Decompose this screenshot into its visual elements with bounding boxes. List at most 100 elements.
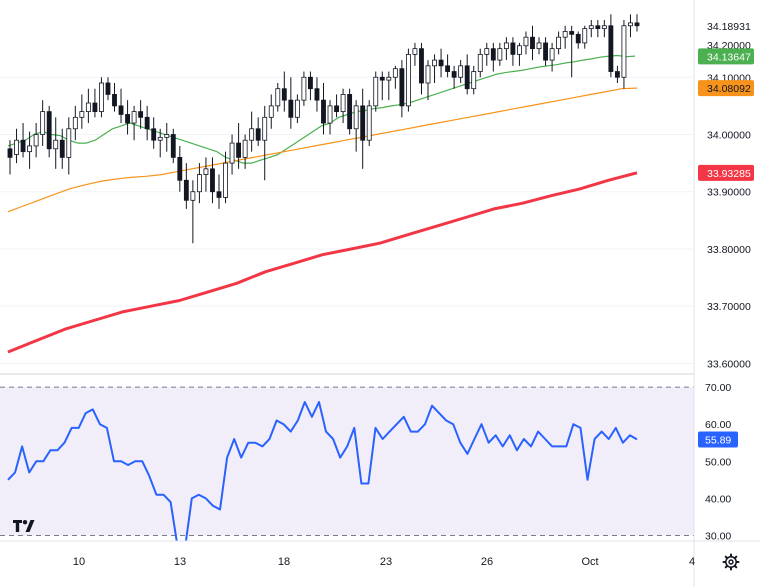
rsi-axis: 70.00 60.00 50.00 40.00 30.00 [705,382,731,542]
candle-body [405,53,411,107]
time-axis[interactable]: 10 13 18 23 26 Oct 4 [73,556,695,568]
price-tag-label: 34.08092 [707,83,751,95]
rsi-tick-label: 70.00 [705,382,731,394]
candle-body [210,168,215,193]
candle-body [112,94,117,107]
rsi-pane: 70.00 60.00 50.00 40.00 30.00 55.89 [0,382,738,542]
candle-body [386,76,392,81]
candle-body [183,179,189,201]
date-label: 26 [481,556,493,568]
moving-average-line [7,87,638,213]
candle-body [177,156,183,181]
candle-body [536,42,542,50]
candle-body [229,142,235,164]
candle-body [190,191,196,201]
candle-body [445,65,451,72]
candle-body [196,174,202,193]
candle-body [27,145,33,153]
candle-body [562,31,568,38]
moving-average-line [7,54,636,164]
candle-body [314,88,320,101]
candle-body [203,168,209,175]
candle-body [170,134,176,158]
candle-body [131,111,137,124]
candle-body [517,45,522,55]
tradingview-logo-icon[interactable] [13,520,35,532]
candle-body [484,48,490,55]
candle-body [530,36,535,50]
date-label: Oct [581,556,598,568]
price-tick-label: 33.90000 [707,187,751,199]
candle-body [288,99,294,118]
candle-body [360,105,366,141]
candle-body [216,191,222,198]
candle-body [575,33,581,44]
candle-body [621,25,627,78]
candle-body [125,114,130,124]
candle-body [432,59,437,67]
date-label: 13 [174,556,186,568]
candle-body [595,25,601,30]
moving-average-line [7,171,638,354]
candle-body [471,71,477,90]
candle-body [425,65,431,84]
gear-icon[interactable] [722,553,740,571]
rsi-value-tag: 55.89 [698,431,738,448]
candle-body [59,139,65,158]
price-tick-label: 33.80000 [707,244,751,256]
candle-body [608,25,614,72]
candle-body [281,88,287,101]
candle-body [40,111,46,135]
candle-body [451,71,457,78]
price-tag-label: 33.93285 [707,168,751,180]
candle-body [353,105,359,130]
candle-body [308,76,313,90]
candle-body [151,128,157,141]
candle-body [340,94,346,113]
rsi-tick-label: 60.00 [705,419,731,431]
price-tag-label: 34.13647 [707,51,751,63]
date-label: 10 [73,556,85,568]
candle-body [510,42,516,55]
candle-body [79,111,85,118]
candle-body [14,139,19,155]
candle-body [582,28,588,44]
candle-body [268,105,274,118]
candle-body [20,139,26,153]
candlestick-series [7,14,640,244]
candle-body [458,65,464,78]
candle-body [105,82,111,95]
candle-body [549,48,555,61]
price-tags: 34.18931 34.13647 34.08092 33.93285 [698,18,754,181]
candle-body [85,102,91,112]
candle-body [588,25,594,30]
price-tag-label: 34.18931 [707,21,751,33]
candle-body [347,94,353,130]
candle-body [66,128,72,158]
candle-body [223,162,228,198]
date-label: 18 [278,556,290,568]
candle-body [138,111,144,118]
candle-body [366,105,372,141]
candle-body [419,48,424,84]
candle-body [556,36,562,50]
price-tag [698,48,754,65]
candle-body [628,22,633,27]
date-label: 4 [689,556,695,568]
candle-body [46,111,52,150]
candle-body [327,105,333,124]
rsi-tag-label: 55.89 [705,434,731,446]
price-tag [698,80,754,97]
candle-body [301,76,307,101]
price-tag [698,164,754,181]
candle-body [33,134,39,147]
rsi-series-line [7,401,638,541]
candle-body [392,68,398,78]
candle-body [262,116,268,141]
candle-body [157,136,163,141]
candle-body [438,59,444,67]
candle-body [92,102,98,112]
candle-body [601,25,607,30]
main-plot-background [0,0,694,372]
